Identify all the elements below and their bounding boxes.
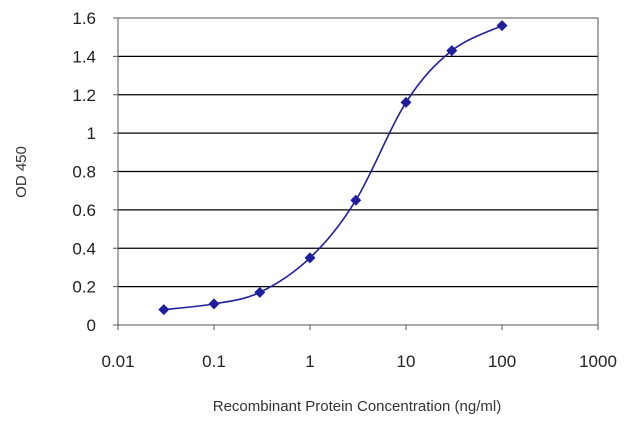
data-point <box>400 96 412 108</box>
x-tick-label: 0.01 <box>101 352 134 371</box>
y-axis-title: OD 450 <box>13 146 30 198</box>
y-tick-label: 0.6 <box>72 201 96 220</box>
y-tick-label: 0.4 <box>72 239 96 258</box>
y-tick-label: 1.6 <box>72 9 96 28</box>
gridlines <box>118 55 598 288</box>
x-tick-label: 1000 <box>579 352 617 371</box>
y-tick-label: 1.2 <box>72 86 96 105</box>
x-axis: 0.01 0.1 1 10 100 1000 <box>101 325 617 371</box>
series-markers <box>158 20 508 316</box>
y-axis: 0 0.2 0.4 0.6 0.8 1 1.2 1.4 1.6 <box>72 9 118 335</box>
x-axis-title: Recombinant Protein Concentration (ng/ml… <box>213 398 501 415</box>
y-tick-label: 1.4 <box>72 47 96 66</box>
data-point <box>254 286 266 298</box>
data-point <box>158 304 170 316</box>
data-point <box>304 252 316 264</box>
y-tick-label: 1 <box>87 124 96 143</box>
data-point <box>496 20 508 32</box>
x-tick-label: 1 <box>305 352 314 371</box>
x-tick-label: 10 <box>397 352 416 371</box>
data-point <box>208 298 220 310</box>
x-tick-label: 0.1 <box>202 352 226 371</box>
y-tick-label: 0 <box>87 316 96 335</box>
y-tick-label: 0.2 <box>72 278 96 297</box>
data-point <box>446 45 458 57</box>
data-point <box>350 194 362 206</box>
x-tick-label: 100 <box>488 352 516 371</box>
series-curve <box>163 24 503 311</box>
y-tick-label: 0.8 <box>72 163 96 182</box>
